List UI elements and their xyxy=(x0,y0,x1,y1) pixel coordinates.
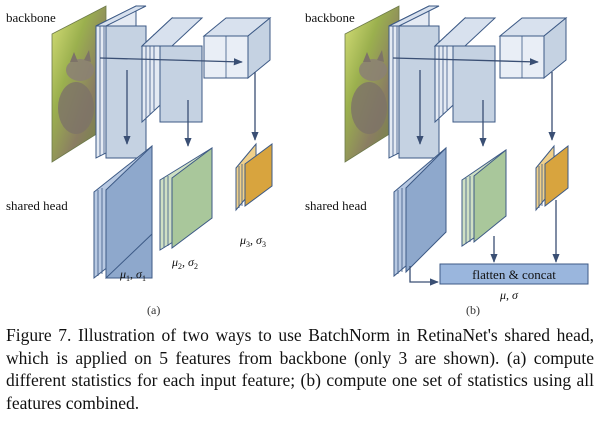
backbone-stage-1-b xyxy=(388,5,440,159)
head-feature-3-b xyxy=(535,144,569,212)
backbone-label-b: backbone xyxy=(305,10,355,25)
figure-illustration: backbone xyxy=(6,5,589,317)
head-feature-1-b xyxy=(393,146,447,278)
stat-label-3-a: μ3, σ3 xyxy=(239,233,266,249)
svg-text:μ3, σ3: μ3, σ3 xyxy=(239,233,266,249)
head-feature-2-a xyxy=(159,147,213,251)
shared-head-label-a: shared head xyxy=(6,198,68,213)
backbone-stage-2-b xyxy=(433,16,497,124)
stat-label-2-a: μ2, σ2 xyxy=(171,255,198,271)
figure-caption: Figure 7. Illustration of two ways to us… xyxy=(6,325,594,413)
cat-image-a xyxy=(51,5,107,163)
head-feature-3-a xyxy=(235,142,273,212)
head-feature-1-a xyxy=(93,144,153,280)
flatten-concat-label: flatten & concat xyxy=(472,267,556,282)
stat-label-1-a: μ1, σ1 xyxy=(119,267,146,283)
panel-a: backbone xyxy=(6,5,273,317)
shared-head-label-b: shared head xyxy=(305,198,367,213)
backbone-stage-1-a xyxy=(95,5,147,159)
svg-text:μ1, σ1: μ1, σ1 xyxy=(119,267,146,283)
stat-label-b: μ, σ xyxy=(499,288,519,302)
head-feature-2-b xyxy=(461,148,507,247)
backbone-label-a: backbone xyxy=(6,10,56,25)
flatten-concat-box: flatten & concat xyxy=(439,263,589,285)
backbone-stage-3-b xyxy=(498,16,568,80)
panel-tag-a: (a) xyxy=(147,303,160,317)
cat-image-b xyxy=(344,5,400,163)
backbone-stage-2-a xyxy=(140,16,204,124)
panel-tag-b: (b) xyxy=(466,303,480,317)
backbone-stage-3-a xyxy=(202,16,272,80)
svg-text:μ2, σ2: μ2, σ2 xyxy=(171,255,198,271)
panel-b: backbone xyxy=(305,5,589,317)
